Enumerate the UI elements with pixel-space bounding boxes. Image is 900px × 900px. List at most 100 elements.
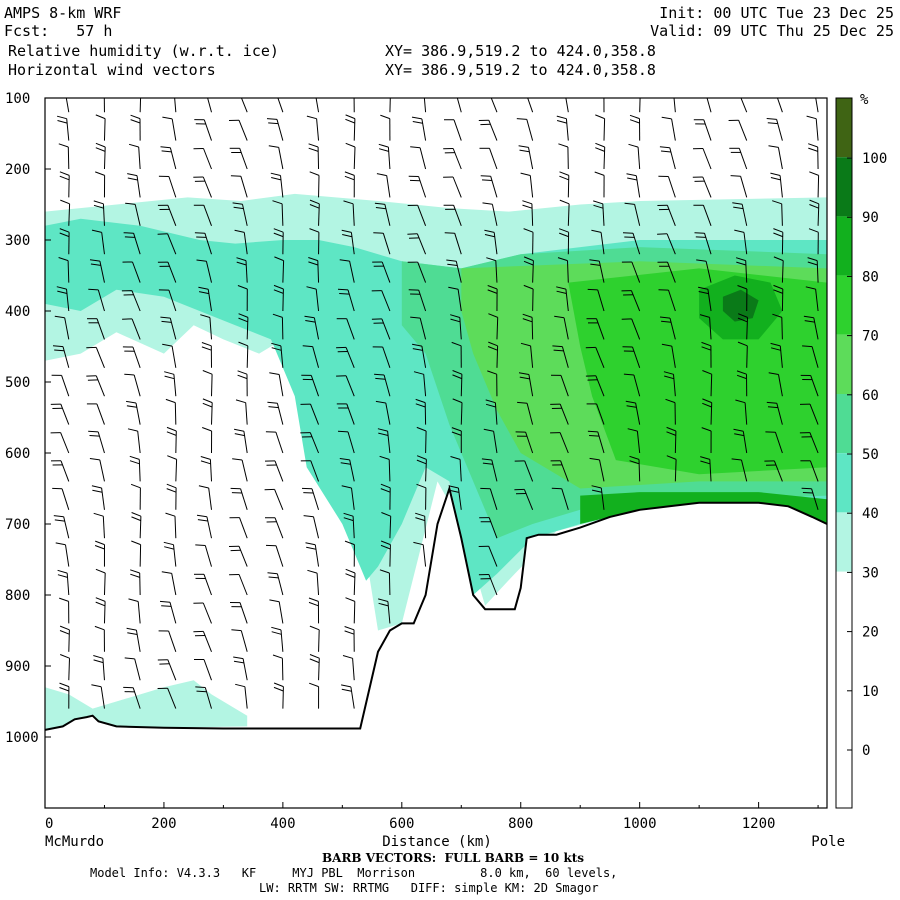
wind-barb: [59, 171, 70, 198]
wind-barb: [264, 488, 284, 510]
wind-barb: [407, 261, 427, 283]
wind-barb: [267, 401, 284, 425]
wind-barb: [408, 289, 427, 312]
wind-barb: [480, 175, 498, 198]
wind-barb: [235, 683, 248, 709]
wind-barb: [773, 228, 784, 255]
y-tick-label: 1000: [5, 730, 39, 746]
wind-barb: [235, 399, 248, 425]
wind-barb: [229, 517, 248, 539]
terrain-fill: [45, 488, 827, 808]
colorbar-tick-label: 90: [862, 210, 879, 226]
wind-barb: [443, 204, 462, 226]
wind-barb: [737, 285, 748, 312]
wind-barb: [764, 460, 783, 482]
wind-barb: [202, 427, 213, 454]
wind-barb: [765, 431, 783, 454]
wind-barb: [731, 458, 748, 482]
x-tick-label: 600: [389, 816, 414, 832]
wind-barb: [195, 686, 212, 709]
wind-barb: [624, 202, 641, 226]
wind-barb: [520, 342, 534, 368]
wind-barb: [91, 485, 105, 510]
wind-barb: [657, 261, 676, 283]
wind-barb: [550, 432, 569, 454]
wind-barb: [129, 455, 141, 482]
wind-barb: [95, 142, 106, 170]
wind-barb: [336, 375, 355, 397]
wind-barb: [300, 403, 320, 425]
wind-barb: [264, 517, 284, 539]
wind-barb: [345, 142, 356, 170]
wind-barb: [271, 342, 284, 368]
wind-barb: [766, 401, 783, 425]
wind-barb: [423, 98, 427, 113]
wind-barb: [126, 400, 141, 425]
wind-barb: [266, 118, 284, 141]
wind-barb: [309, 199, 320, 226]
valid-time: Valid: 09 UTC Thu 25 Dec 25: [650, 22, 894, 40]
wind-barb: [165, 512, 177, 539]
colorbar-swatch: [836, 394, 852, 454]
wind-barb: [309, 682, 320, 709]
wind-barb: [443, 148, 462, 170]
wind-barb: [452, 370, 463, 397]
wind-barb: [196, 514, 212, 539]
wind-barb: [305, 542, 320, 567]
wind-barb: [380, 540, 391, 567]
wind-barb: [523, 228, 534, 255]
wind-barb: [89, 259, 105, 283]
x-tick-label: 0: [45, 816, 53, 832]
wind-barb: [693, 204, 712, 226]
wind-barb: [734, 229, 748, 255]
wind-barb: [161, 571, 177, 596]
wind-barb: [799, 403, 819, 425]
wind-barb: [306, 115, 320, 141]
wind-barb: [344, 626, 355, 652]
wind-barb: [661, 116, 676, 141]
barb-legend: BARB VECTORS: FULL BARB = 10 kts: [322, 851, 585, 865]
wind-barb: [127, 173, 141, 198]
wind-barb-layer: [50, 98, 820, 709]
wind-barb: [372, 261, 391, 283]
wind-barb: [551, 487, 569, 510]
wind-barb: [194, 659, 212, 681]
wind-barb: [766, 118, 783, 141]
wind-barb: [89, 458, 105, 482]
wind-barb: [59, 625, 70, 652]
wind-barb: [452, 398, 463, 425]
wind-barb: [735, 399, 748, 425]
y-tick-label: 600: [5, 446, 30, 462]
wind-barb: [309, 171, 320, 198]
wind-barb: [60, 654, 70, 681]
wind-barb: [59, 682, 70, 709]
y-axis: 100 200 300 400 500 600 700 800 900 1000: [5, 91, 51, 746]
wind-barb: [167, 455, 178, 482]
wind-barb: [490, 98, 498, 113]
wind-barb: [692, 176, 712, 198]
wind-barb: [799, 432, 819, 454]
wind-barb: [522, 313, 534, 340]
wind-barb: [550, 403, 569, 425]
wind-barb: [234, 229, 248, 255]
wind-barb: [487, 341, 499, 368]
wind-barb: [126, 627, 141, 652]
wind-barb: [625, 400, 641, 425]
wind-barb: [339, 458, 355, 482]
wind-barb: [65, 98, 70, 113]
wind-barb: [165, 398, 177, 425]
wind-barb: [737, 313, 748, 340]
wind-barb: [274, 256, 285, 283]
wind-barb: [407, 233, 427, 255]
wind-barb: [124, 657, 141, 681]
wind-barb: [416, 455, 427, 482]
cross-section-xy-rh: XY= 386.9,519.2 to 424.0,358.8: [385, 42, 656, 60]
x-tick-label: 200: [151, 816, 176, 832]
wind-barb: [658, 289, 676, 312]
wind-barb: [307, 569, 320, 596]
wind-barb: [336, 318, 355, 340]
wind-barb: [158, 630, 177, 652]
wind-barb: [730, 175, 748, 198]
wind-barb: [231, 629, 248, 652]
wind-barb: [91, 229, 105, 255]
